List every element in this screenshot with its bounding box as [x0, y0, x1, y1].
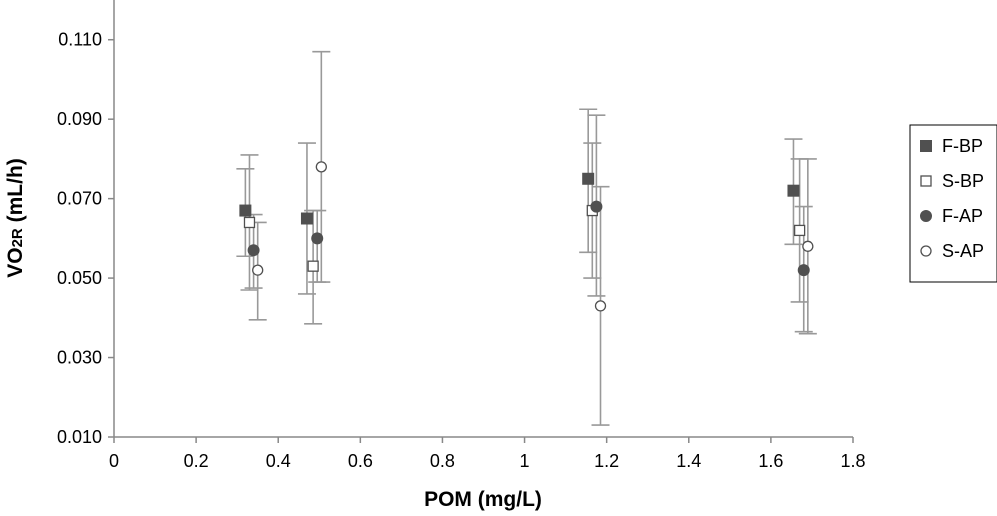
axes: 0 0.2 0.4 0.6 0.8 1 1.2 1.4 1.6 1.8 0.010 0.030 0.05… [57, 0, 866, 471]
x-tick-label: 1.4 [676, 451, 701, 471]
x-tick-label: 1.8 [840, 451, 865, 471]
legend-label-s-bp: S-BP [942, 171, 984, 191]
x-tick-label: 0.4 [266, 451, 291, 471]
y-axis-title: VO2R (mL/h) [4, 158, 27, 278]
point-f-ap [247, 244, 260, 257]
error-bars [236, 50, 817, 426]
y-tick-label: 0.010 [57, 427, 102, 447]
point-f-bp [239, 204, 252, 217]
y-axis-title-main: VO [4, 247, 27, 277]
point-s-ap [252, 264, 264, 276]
y-tick-label: 0.050 [57, 268, 102, 288]
point-f-bp [300, 212, 313, 225]
y-tick-label: 0.070 [57, 189, 102, 209]
y-tick-label: 0.110 [58, 30, 102, 50]
point-f-ap [797, 264, 810, 277]
point-s-bp [307, 260, 319, 272]
legend-label-f-bp: F-BP [942, 136, 983, 156]
point-f-ap [311, 232, 324, 245]
legend: F-BP S-BP F-AP S-AP [909, 124, 997, 283]
point-f-ap [590, 200, 603, 213]
legend-label-s-ap: S-AP [942, 241, 984, 261]
legend-marker-s-ap [920, 245, 932, 257]
point-s-ap [802, 240, 814, 252]
x-tick-label: 0.6 [348, 451, 373, 471]
legend-marker-s-bp [920, 175, 932, 187]
x-tick-label: 1.2 [594, 451, 619, 471]
y-tick-label: 0.030 [57, 348, 102, 368]
y-axis-title-unit: (mL/h) [4, 158, 27, 228]
x-axis-title: POM (mg/L) [424, 488, 542, 511]
point-s-bp [793, 224, 806, 237]
point-f-bp [787, 184, 800, 197]
x-tick-label: 1 [520, 451, 530, 471]
y-tick-label: 0.090 [57, 109, 102, 129]
x-tick-label: 0 [109, 451, 119, 471]
point-s-bp [243, 216, 256, 229]
x-tick-label: 1.6 [758, 451, 783, 471]
point-f-bp [582, 172, 595, 185]
point-s-ap [315, 161, 327, 173]
x-tick-label: 0.2 [184, 451, 209, 471]
legend-marker-f-ap [920, 210, 932, 222]
x-tick-label: 0.8 [430, 451, 455, 471]
legend-label-f-ap: F-AP [942, 206, 983, 226]
data-markers [239, 161, 814, 312]
point-s-ap [594, 300, 607, 312]
legend-marker-f-bp [920, 140, 932, 152]
y-axis-title-sub: 2R [9, 228, 26, 247]
